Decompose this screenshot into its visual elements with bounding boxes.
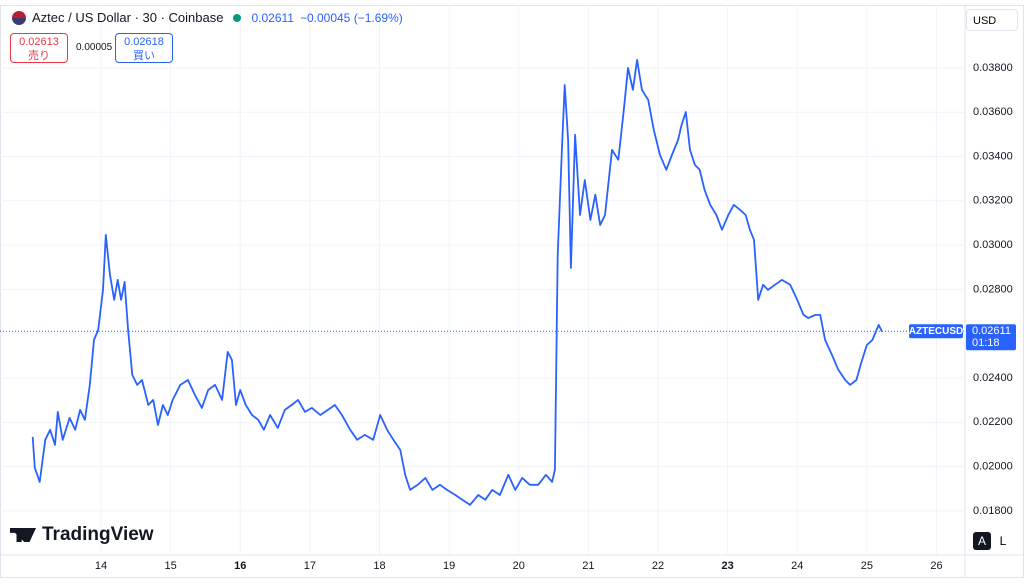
price-change: −0.00045 (−1.69%) — [299, 10, 403, 25]
sell-button[interactable]: 0.02613 売り — [10, 33, 68, 63]
x-tick-label: 24 — [791, 560, 803, 572]
x-tick-label: 14 — [95, 560, 107, 572]
symbol-tag-text: AZTECUSD — [909, 326, 963, 337]
y-tick-label: 0.01800 — [973, 505, 1013, 517]
flag-icon — [12, 10, 26, 25]
x-tick-label: 26 — [930, 560, 942, 572]
y-tick-label: 0.03800 — [973, 62, 1013, 74]
symbol-title[interactable]: Aztec / US Dollar · 30 · Coinbase — [32, 10, 224, 25]
market-status — [233, 13, 242, 22]
auto-scale-button[interactable]: A — [973, 532, 991, 550]
y-tick-label: 0.03200 — [973, 195, 1013, 207]
sell-label: 売り — [28, 50, 50, 62]
y-tick-label: 0.02800 — [973, 283, 1013, 295]
last-price: 0.02611 — [251, 10, 294, 25]
x-tick-label: 21 — [582, 560, 594, 572]
price-tag-value: 0.02611 — [972, 325, 1011, 337]
y-tick-label: 0.03400 — [973, 150, 1013, 162]
symbol-tag — [909, 324, 963, 339]
x-tick-label: 17 — [304, 560, 316, 572]
y-tick-label: 0.02200 — [973, 416, 1013, 428]
header: Aztec / US Dollar · 30 · Coinbase 0.0261… — [12, 10, 403, 25]
price-tag — [966, 324, 1016, 351]
x-tick-label: 18 — [373, 560, 385, 572]
x-tick-label: 23 — [721, 560, 733, 572]
plot-border — [0, 5, 1024, 578]
x-tick-label: 25 — [861, 560, 873, 572]
currency-select[interactable]: USD — [966, 9, 1018, 31]
price-line — [31, 59, 883, 506]
y-tick-label: 0.02000 — [973, 461, 1013, 473]
buy-label: 買い — [133, 50, 155, 62]
logo-mark — [10, 528, 36, 542]
x-tick-label: 20 — [513, 560, 525, 572]
y-tick-label: 0.02400 — [973, 372, 1013, 384]
sell-price: 0.02613 — [19, 36, 59, 48]
brand-logo: TradingView — [10, 524, 154, 546]
y-tick-label: 0.03600 — [973, 106, 1013, 118]
y-tick-label: 0.03000 — [973, 239, 1013, 251]
brand-name: TradingView — [42, 524, 154, 545]
log-scale-button[interactable]: L — [999, 534, 1007, 548]
price-tag-countdown: 01:18 — [972, 337, 1000, 349]
buy-button[interactable]: 0.02618 買い — [115, 33, 173, 63]
x-tick-label: 22 — [652, 560, 664, 572]
spread: 0.00005 — [76, 42, 113, 53]
buy-price: 0.02618 — [124, 36, 164, 48]
x-tick-label: 15 — [164, 560, 176, 572]
x-tick-label: 19 — [443, 560, 455, 572]
x-tick-label: 16 — [234, 560, 246, 572]
